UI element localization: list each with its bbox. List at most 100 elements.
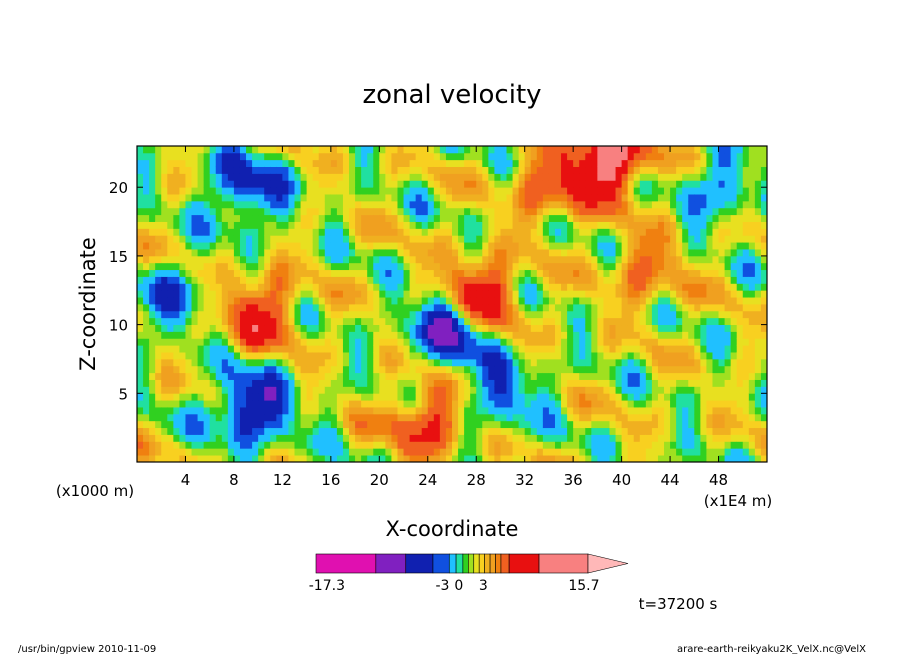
heatmap-cell xyxy=(542,146,550,154)
heatmap-cell xyxy=(233,372,241,380)
heatmap-cell xyxy=(748,352,756,360)
heatmap-cell xyxy=(300,331,308,339)
heatmap-cell xyxy=(694,146,701,154)
heatmap-cell xyxy=(330,242,338,250)
heatmap-cell xyxy=(391,152,398,161)
heatmap-cell xyxy=(173,187,180,195)
heatmap-cell xyxy=(651,317,659,326)
heatmap-cell xyxy=(149,276,156,284)
heatmap-cell xyxy=(209,235,217,243)
heatmap-cell xyxy=(639,290,647,298)
heatmap-cell xyxy=(567,448,574,456)
heatmap-cell xyxy=(379,441,386,449)
heatmap-cell xyxy=(397,455,404,463)
heatmap-cell xyxy=(137,194,144,202)
heatmap-cell xyxy=(361,441,368,449)
heatmap-cell xyxy=(664,338,671,346)
heatmap-cell xyxy=(579,297,586,305)
heatmap-cell xyxy=(591,324,598,332)
heatmap-cell xyxy=(657,393,665,401)
heatmap-cell xyxy=(664,365,671,374)
heatmap-cell xyxy=(270,317,277,326)
heatmap-cell xyxy=(718,173,725,181)
heatmap-cell xyxy=(506,393,513,401)
heatmap-cell xyxy=(385,400,392,408)
heatmap-cell xyxy=(585,420,592,429)
heatmap-cell xyxy=(561,304,568,312)
heatmap-cell xyxy=(530,413,538,422)
heatmap-cell xyxy=(754,290,762,298)
heatmap-cell xyxy=(385,262,392,271)
heatmap-cell xyxy=(470,455,477,463)
heatmap-cell xyxy=(318,297,326,305)
heatmap-cell xyxy=(391,413,398,422)
heatmap-cell xyxy=(379,345,386,353)
heatmap-cell xyxy=(518,214,526,222)
heatmap-cell xyxy=(270,228,277,236)
heatmap-cell xyxy=(403,345,410,353)
heatmap-cell xyxy=(227,448,235,456)
heatmap-cell xyxy=(439,221,447,229)
heatmap-cell xyxy=(458,166,465,174)
heatmap-cell xyxy=(706,379,713,387)
heatmap-cell xyxy=(742,276,750,284)
heatmap-cell xyxy=(458,152,465,161)
heatmap-cell xyxy=(143,304,150,312)
heatmap-cell xyxy=(421,228,429,236)
heatmap-cell xyxy=(155,173,162,181)
heatmap-cell xyxy=(445,269,453,277)
heatmap-cell xyxy=(488,331,495,339)
heatmap-cell xyxy=(149,249,156,257)
heatmap-cell xyxy=(645,180,653,188)
heatmap-cell xyxy=(349,338,356,346)
heatmap-cell xyxy=(391,372,398,380)
heatmap-cell xyxy=(318,331,326,339)
heatmap-cell xyxy=(155,290,162,298)
heatmap-cell xyxy=(379,427,386,435)
heatmap-cell xyxy=(597,400,604,408)
heatmap-cell xyxy=(706,358,713,367)
heatmap-cell xyxy=(439,352,447,360)
heatmap-cell xyxy=(470,331,477,339)
heatmap-cell xyxy=(548,365,556,374)
heatmap-cell xyxy=(567,434,574,442)
heatmap-cell xyxy=(524,393,532,401)
heatmap-cell xyxy=(712,407,719,415)
heatmap-cell xyxy=(585,352,592,360)
heatmap-cell xyxy=(221,207,229,216)
heatmap-cell xyxy=(161,207,168,216)
heatmap-cell xyxy=(518,283,526,291)
heatmap-cell xyxy=(433,235,441,243)
heatmap-cell xyxy=(264,166,271,174)
heatmap-cell xyxy=(718,427,725,435)
heatmap-cell xyxy=(282,324,289,332)
heatmap-cell xyxy=(730,331,738,339)
heatmap-cell xyxy=(639,249,647,257)
heatmap-cell xyxy=(688,166,695,174)
heatmap-cell xyxy=(609,194,616,202)
heatmap-cell xyxy=(748,441,756,449)
heatmap-cell xyxy=(621,194,629,202)
heatmap-cell xyxy=(706,331,713,339)
heatmap-cell xyxy=(203,393,211,401)
heatmap-cell xyxy=(718,448,725,456)
heatmap-cell xyxy=(524,427,532,435)
heatmap-cell xyxy=(300,304,308,312)
heatmap-cell xyxy=(524,269,532,277)
heatmap-cell xyxy=(639,358,647,367)
x-tick-label: 32 xyxy=(515,471,534,489)
heatmap-cell xyxy=(191,235,198,243)
heatmap-cell xyxy=(179,352,186,360)
heatmap-cell xyxy=(306,455,314,463)
heatmap-cell xyxy=(149,441,156,449)
heatmap-cell xyxy=(282,146,289,154)
heatmap-cell xyxy=(518,242,526,250)
heatmap-cell xyxy=(706,448,713,456)
heatmap-cell xyxy=(336,187,344,195)
heatmap-cell xyxy=(657,324,665,332)
heatmap-cell xyxy=(603,255,610,264)
heatmap-cell xyxy=(318,242,326,250)
heatmap-cell xyxy=(373,269,380,277)
heatmap-cell xyxy=(161,407,168,415)
heatmap-cell xyxy=(458,187,465,195)
